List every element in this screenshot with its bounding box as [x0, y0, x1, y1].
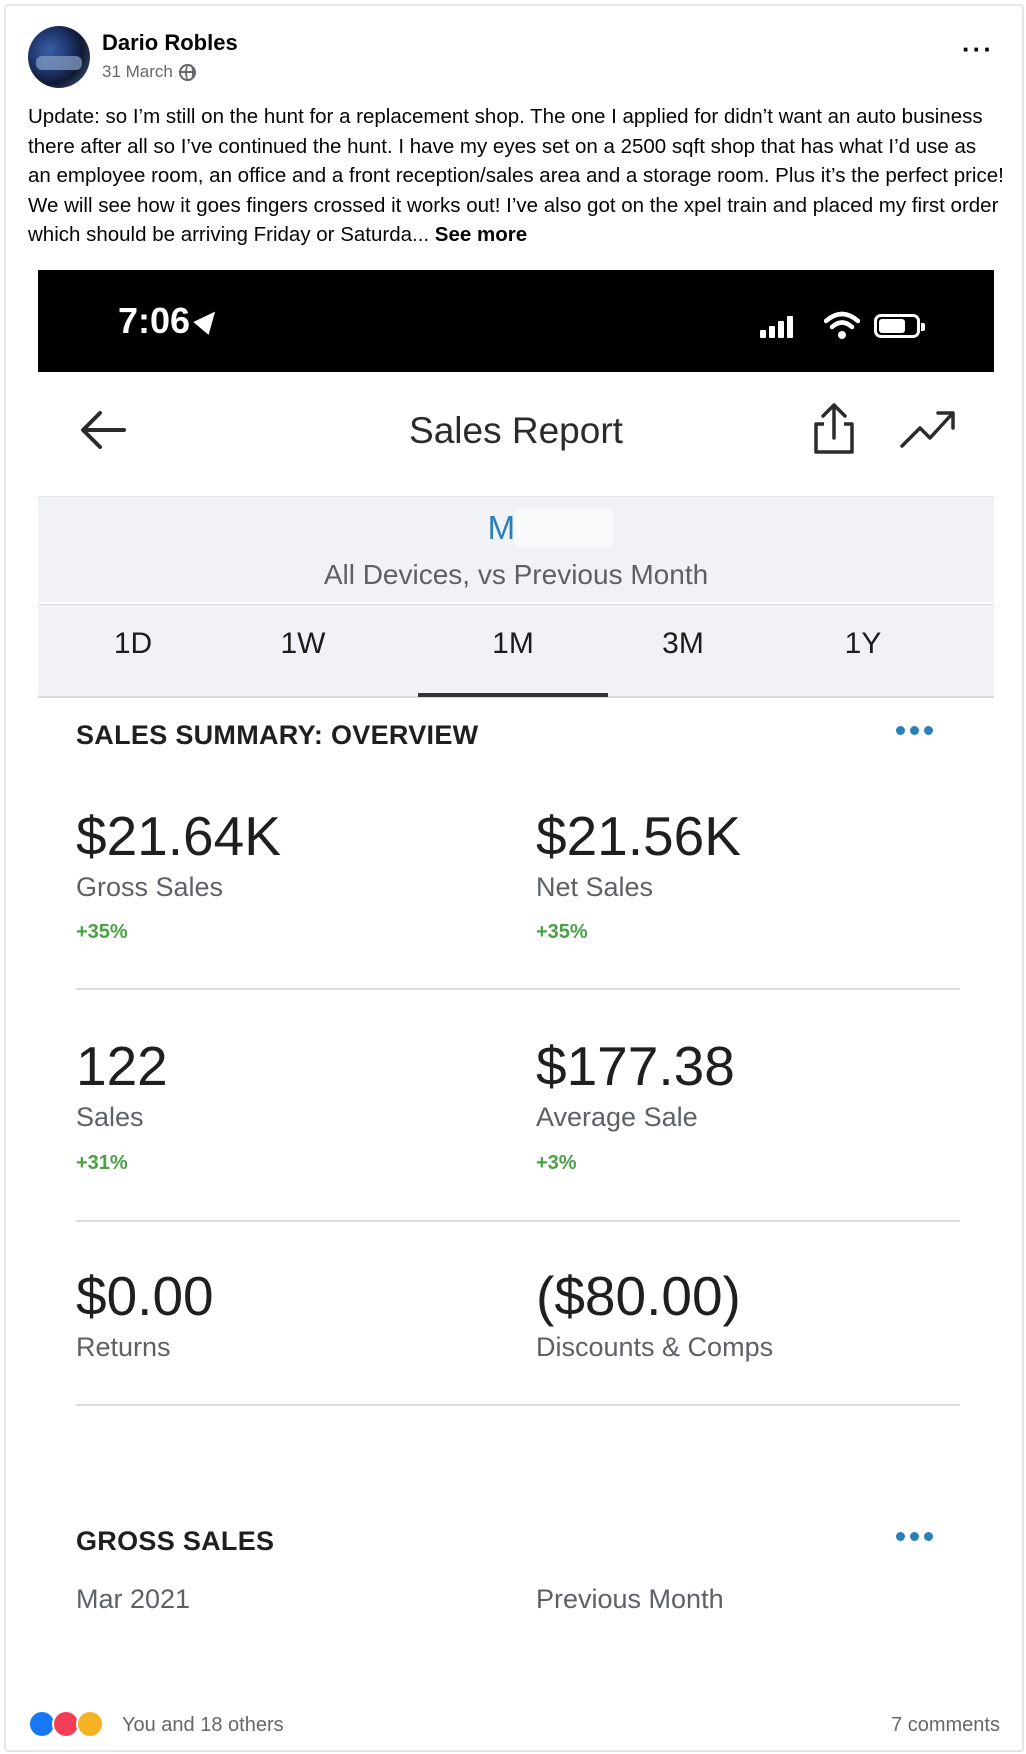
- sales-count-label: Sales: [76, 1102, 144, 1132]
- summary-more-icon[interactable]: [896, 726, 936, 738]
- status-time-text: 7:06: [118, 300, 191, 341]
- post-body: Update: so I’m still on the hunt for a r…: [28, 105, 1004, 247]
- gross-sales-section-title: GROSS SALES: [76, 1526, 275, 1556]
- gross-sales-previous-period: Previous Month: [536, 1584, 724, 1614]
- post-card: Dario Robles 31 March ··· Update: so I’m…: [4, 4, 1024, 1752]
- returns-value: $0.00: [76, 1265, 214, 1327]
- tab-1d[interactable]: 1D: [113, 627, 153, 660]
- gross-sales-more-icon[interactable]: [896, 1532, 936, 1544]
- report-title: Sales Report: [409, 410, 623, 451]
- report-navbar: Sales Report: [38, 372, 994, 490]
- period-subtitle: All Devices, vs Previous Month: [323, 559, 709, 590]
- more-options-icon[interactable]: ···: [962, 34, 994, 64]
- post-meta: 31 March: [102, 62, 196, 82]
- divider: [76, 1220, 960, 1222]
- net-sales-change: +35%: [536, 921, 588, 943]
- status-time: 7:06: [118, 300, 223, 342]
- reaction-icons[interactable]: [28, 1710, 112, 1740]
- signal-icon: [760, 316, 794, 338]
- gross-sales-change: +35%: [76, 921, 128, 943]
- average-sale-change: +3%: [536, 1152, 577, 1174]
- post-date[interactable]: 31 March: [102, 62, 173, 81]
- active-tab-indicator: [418, 693, 608, 697]
- phone-status-bar: 7:06: [38, 270, 994, 372]
- returns-label: Returns: [76, 1332, 171, 1362]
- tab-1w[interactable]: 1W: [280, 627, 326, 660]
- divider: [76, 1404, 960, 1406]
- like-icon: [28, 1710, 56, 1738]
- trend-chart-icon[interactable]: [898, 404, 958, 452]
- tab-3m[interactable]: 3M: [662, 627, 704, 660]
- share-icon[interactable]: [808, 402, 860, 456]
- back-arrow-icon[interactable]: [78, 408, 128, 452]
- gross-sales-label: Gross Sales: [76, 872, 224, 902]
- see-more-link[interactable]: See more: [434, 223, 528, 247]
- wifi-icon: [824, 311, 860, 339]
- tab-1y[interactable]: 1Y: [844, 627, 882, 660]
- author-name[interactable]: Dario Robles: [102, 30, 238, 55]
- redacted-area: [514, 509, 614, 547]
- sales-summary-title: SALES SUMMARY: OVERVIEW: [76, 720, 479, 750]
- reaction-summary[interactable]: You and 18 others: [122, 1714, 284, 1736]
- average-sale-value: $177.38: [536, 1035, 735, 1097]
- divider: [76, 988, 960, 990]
- discounts-value: ($80.00): [536, 1265, 741, 1327]
- location-arrow-icon: [193, 305, 223, 335]
- battery-icon: [874, 314, 925, 338]
- period-selector[interactable]: Mar All Devices, vs Previous Month: [38, 496, 994, 602]
- post-footer: You and 18 others 7 comments: [6, 1700, 1022, 1750]
- gross-sales-value: $21.64K: [76, 805, 281, 867]
- sales-count-change: +31%: [76, 1152, 128, 1174]
- author-avatar[interactable]: [28, 26, 90, 88]
- wow-icon: [76, 1710, 104, 1738]
- discounts-label: Discounts & Comps: [536, 1332, 774, 1362]
- tab-1m[interactable]: 1M: [492, 627, 534, 660]
- post-text: Update: so I’m still on the hunt for a r…: [28, 102, 1004, 250]
- range-tabs: 1D 1W 1M 3M 1Y: [38, 604, 994, 698]
- globe-icon: [178, 63, 196, 81]
- average-sale-label: Average Sale: [536, 1102, 698, 1132]
- attached-screenshot[interactable]: 7:06 Sales Report: [6, 264, 1022, 1696]
- sales-count-value: 122: [76, 1035, 168, 1097]
- net-sales-value: $21.56K: [536, 805, 741, 867]
- gross-sales-current-period: Mar 2021: [76, 1584, 191, 1614]
- comments-count[interactable]: 7 comments: [891, 1714, 1000, 1736]
- net-sales-label: Net Sales: [536, 872, 654, 902]
